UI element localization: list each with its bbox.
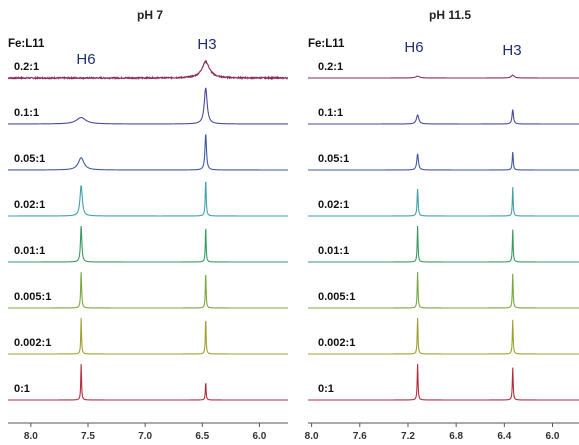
x-tick-label-ph7-1: 8.0	[24, 431, 38, 442]
spectrum-trace-ph11-5-4	[308, 187, 579, 217]
spectrum-ph11-5-1: 0.2:1	[308, 61, 579, 79]
peak-label-h6-ph11-5: H6	[404, 39, 423, 56]
panel-ph11-5: pH 11.5 Fe:L11 H6 H3 0.2:1 0.1:1 0.05:1 0.0…	[305, 8, 579, 442]
peak-label-h6-ph7: H6	[76, 51, 95, 68]
spectrum-ph7-1: 0.2:1	[7, 59, 289, 81]
spectrum-trace-ph11-5-5	[308, 225, 579, 263]
x-tick-label-ph11-5-3: 7.2	[401, 431, 415, 442]
spectrum-ph7-7: 0.002:1	[8, 318, 288, 355]
spectrum-trace-ph11-5-2	[308, 109, 579, 125]
x-tick-label-ph11-5-4: 6.8	[449, 431, 463, 442]
ratio-label-ph7-2: 0.1:1	[14, 107, 39, 119]
ratio-label-ph11-5-8: 0:1	[318, 383, 334, 395]
spectrum-ph11-5-7: 0.002:1	[308, 317, 579, 355]
ratio-label-ph7-5: 0.01:1	[14, 245, 45, 257]
spectrum-ph7-8: 0:1	[8, 364, 288, 401]
ratio-label-ph7-1: 0.2:1	[14, 61, 39, 73]
ratio-label-ph11-5-4: 0.02:1	[318, 199, 349, 211]
spectrum-ph7-3: 0.05:1	[8, 134, 288, 171]
spectrum-ph11-5-5: 0.01:1	[308, 225, 579, 263]
spectrum-trace-ph7-4	[8, 181, 288, 217]
spectrum-ph11-5-2: 0.1:1	[308, 107, 579, 125]
peak-labels-ph11-5: H6 H3	[404, 39, 521, 59]
spectrum-ph11-5-6: 0.005:1	[308, 271, 579, 309]
spectrum-trace-ph7-7	[8, 318, 288, 355]
spectrum-ph7-5: 0.01:1	[8, 226, 288, 263]
x-axis-ph11-5: 8.0 7.6 7.2 6.8 6.4 6.0	[305, 422, 579, 442]
spectrum-trace-ph7-5	[8, 226, 288, 263]
panel-ph7: pH 7 Fe:L11 H6 H3 0.2:1 0.1:1 0.05:1 0.02:1…	[7, 8, 289, 442]
x-tick-label-ph11-5-6: 6.0	[546, 431, 560, 442]
ratio-label-ph11-5-5: 0.01:1	[318, 245, 349, 257]
x-tick-label-ph11-5-5: 6.4	[497, 431, 511, 442]
spectrum-trace-ph11-5-6	[308, 271, 579, 309]
spectrum-trace-ph11-5-3	[308, 151, 579, 171]
ratio-label-ph11-5-3: 0.05:1	[318, 153, 349, 165]
ratio-label-ph11-5-7: 0.002:1	[318, 337, 355, 349]
ratio-label-ph7-7: 0.002:1	[14, 337, 51, 349]
spectrum-trace-ph7-8	[8, 364, 288, 401]
spectrum-ph11-5-3: 0.05:1	[308, 151, 579, 171]
spectra-ph7: 0.2:1 0.1:1 0.05:1 0.02:1 0.01:1 0.005:1 0.002…	[7, 59, 289, 401]
spectrum-ph11-5-4: 0.02:1	[308, 187, 579, 217]
spectrum-trace-ph7-2	[8, 87, 288, 125]
ratio-label-ph11-5-1: 0.2:1	[318, 61, 343, 73]
panel-title-ph11-5: pH 11.5	[429, 8, 471, 22]
ratio-label-ph11-5-6: 0.005:1	[318, 291, 355, 303]
x-tick-label-ph11-5-1: 8.0	[305, 431, 319, 442]
spectrum-trace-ph7-1	[7, 59, 289, 81]
spectrum-trace-ph11-5-1	[308, 74, 579, 79]
spectrum-trace-ph7-3	[8, 134, 288, 171]
spectra-ph11-5: 0.2:1 0.1:1 0.05:1 0.02:1 0.01:1 0.005:1 0.002…	[308, 61, 579, 401]
panel-title-ph7: pH 7	[137, 8, 163, 22]
x-axis-ph7: 8.0 7.5 7.0 6.5 6.0	[8, 422, 288, 442]
x-tick-label-ph7-4: 6.5	[195, 431, 209, 442]
ratio-header-ph11-5: Fe:L11	[308, 38, 345, 50]
ratio-label-ph7-6: 0.005:1	[14, 291, 51, 303]
ratio-label-ph7-8: 0:1	[14, 383, 30, 395]
x-tick-label-ph11-5-2: 7.6	[353, 431, 367, 442]
x-tick-label-ph7-3: 7.0	[138, 431, 152, 442]
spectrum-ph7-6: 0.005:1	[8, 272, 288, 309]
ratio-label-ph7-3: 0.05:1	[14, 153, 45, 165]
peak-labels-ph7: H6 H3	[76, 36, 216, 68]
spectrum-trace-ph11-5-7	[308, 317, 579, 355]
ratio-label-ph7-4: 0.02:1	[14, 199, 45, 211]
spectrum-ph11-5-8: 0:1	[308, 363, 579, 401]
ratio-header-ph7: Fe:L11	[8, 38, 45, 50]
x-tick-label-ph7-2: 7.5	[81, 431, 95, 442]
spectrum-trace-ph11-5-8	[308, 363, 579, 401]
spectrum-ph7-2: 0.1:1	[8, 87, 288, 125]
spectrum-trace-ph7-6	[8, 272, 288, 309]
ratio-label-ph11-5-2: 0.1:1	[318, 107, 343, 119]
peak-label-h3-ph11-5: H3	[502, 42, 521, 59]
peak-label-h3-ph7: H3	[197, 36, 216, 53]
spectrum-ph7-4: 0.02:1	[8, 181, 288, 217]
x-tick-label-ph7-5: 6.0	[252, 431, 266, 442]
